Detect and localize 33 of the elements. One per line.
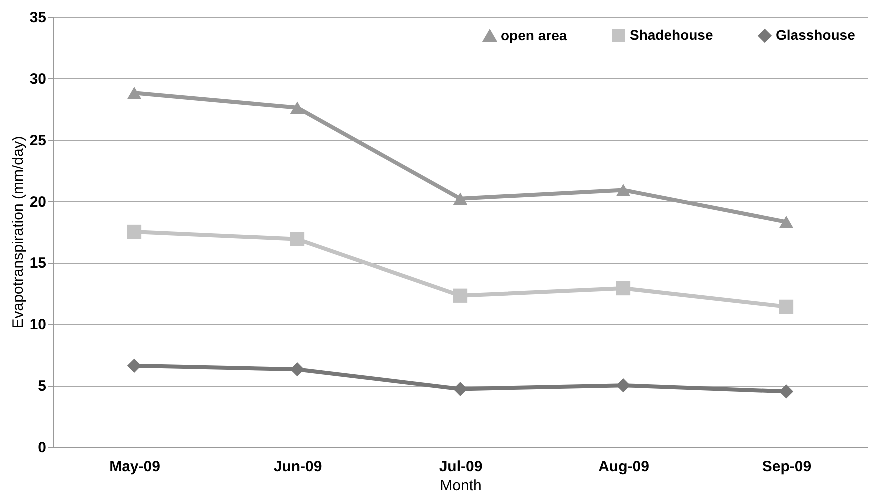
x-tick-label: Aug-09: [598, 458, 650, 476]
point: [127, 224, 142, 240]
x-axis-title: Month: [440, 478, 482, 494]
point: [779, 216, 794, 228]
point: [616, 378, 631, 393]
point: [127, 87, 142, 100]
point: [290, 362, 305, 377]
y-tick-label: 25: [30, 132, 46, 150]
y-tick-label: 35: [30, 10, 46, 26]
point: [453, 192, 468, 205]
point: [616, 184, 631, 196]
y-tick-label: 30: [30, 70, 46, 88]
legend-label: Shadehouse: [630, 27, 714, 43]
point: [127, 358, 142, 373]
point: [779, 300, 794, 314]
point: [616, 281, 631, 296]
y-tick-label: 5: [38, 378, 46, 396]
y-axis-title: Evapotranspiration (mm/day): [10, 136, 27, 329]
x-tick-label: Jul-09: [439, 458, 483, 476]
point: [779, 384, 794, 399]
legend-label: open area: [501, 27, 568, 44]
x-tick-label: Jun-09: [274, 458, 322, 476]
y-tick-label: 0: [38, 440, 46, 456]
y-tick-label: 10: [30, 316, 46, 334]
y-tick-label: 20: [30, 194, 46, 211]
point: [453, 382, 468, 396]
point: [290, 102, 305, 114]
point: [290, 232, 305, 246]
x-tick-label: Sep-09: [762, 458, 812, 476]
y-tick-label: 15: [30, 255, 46, 272]
x-tick-label: May-09: [110, 458, 160, 476]
legend-label: Glasshouse: [776, 27, 856, 43]
point: [453, 288, 468, 303]
